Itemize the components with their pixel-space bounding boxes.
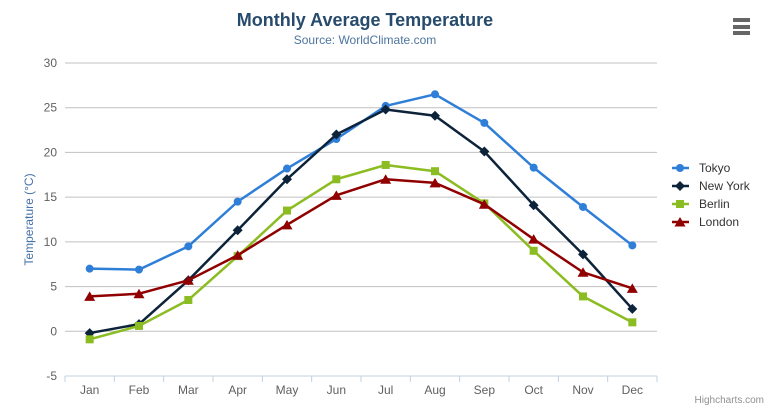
x-tick-label: Jun (327, 383, 346, 397)
series-tokyo-marker (431, 90, 439, 99)
legend-item-label: Berlin (699, 197, 730, 211)
y-tick-label: 15 (44, 190, 58, 204)
legend-item-label: London (699, 215, 740, 229)
hamburger-menu-icon (733, 18, 750, 22)
series-london-marker (281, 219, 293, 230)
credits-link[interactable]: Highcharts.com (694, 395, 764, 406)
series-berlin-marker (85, 335, 94, 344)
series-tokyo-line (88, 93, 634, 271)
x-tick-label: Feb (129, 383, 150, 397)
legend-item-new-york[interactable]: New York (672, 179, 750, 193)
legend-marker-icon (672, 217, 689, 227)
hamburger-menu-icon (733, 31, 750, 35)
triangle-up-marker-icon (674, 217, 686, 227)
series-london-marker (478, 199, 490, 209)
x-tick-label: Oct (524, 383, 543, 397)
series-london-marker (380, 174, 392, 184)
series-berlin-marker (332, 175, 341, 184)
series-london-marker (232, 250, 244, 260)
circle-marker-icon (676, 164, 684, 172)
x-tick-label: Sep (474, 383, 496, 397)
series-tokyo-marker (480, 118, 489, 127)
legend: Tokyo New York Berlin London (672, 161, 750, 229)
series-london-marker (626, 283, 638, 293)
series-london-marker (528, 234, 540, 244)
series-london-marker (84, 291, 96, 301)
series-berlin-marker (529, 246, 538, 255)
y-axis-title: Temperature (°C) (22, 173, 36, 266)
series-new-york-marker (528, 200, 539, 211)
series-london-marker (182, 275, 194, 285)
x-tick-label: Dec (622, 383, 643, 397)
chart-context-menu-button[interactable] (730, 15, 754, 38)
series-new-york-marker (627, 303, 638, 314)
x-tick-label: Mar (178, 383, 199, 397)
series-new-york-marker (430, 110, 440, 121)
series-new-york-line (88, 108, 634, 335)
x-tick-label: Jul (378, 383, 393, 397)
series-tokyo-marker (233, 197, 242, 206)
x-tick-label: Apr (228, 383, 247, 397)
y-tick-label: 30 (44, 56, 58, 70)
series-tokyo-marker (135, 265, 143, 274)
series-new-york-marker (479, 146, 490, 157)
series-tokyo-marker (85, 264, 94, 273)
hamburger-menu-icon (733, 24, 750, 29)
series-berlin-line (88, 163, 634, 341)
x-tick-label: Nov (572, 383, 593, 397)
series-tokyo-marker (529, 163, 538, 172)
series-tokyo-marker (184, 242, 193, 251)
legend-item-berlin[interactable]: Berlin (672, 197, 750, 211)
legend-item-label: Tokyo (699, 161, 731, 175)
series-london-marker (429, 177, 441, 188)
legend-item-london[interactable]: London (672, 215, 750, 229)
series-tokyo-marker (283, 164, 291, 173)
series-berlin-marker (135, 321, 143, 330)
y-tick-label: 10 (44, 235, 58, 249)
square-marker-icon (676, 200, 684, 208)
y-tick-label: -5 (46, 369, 57, 383)
series-tokyo-marker (628, 241, 637, 250)
diamond-marker-icon (675, 181, 685, 191)
x-tick-label: Aug (424, 383, 445, 397)
series-new-york-marker (331, 129, 342, 140)
legend-item-tokyo[interactable]: Tokyo (672, 161, 750, 175)
series-london-marker (133, 288, 145, 299)
series-berlin-marker (283, 206, 291, 215)
legend-marker-icon (672, 181, 689, 191)
series-tokyo-marker (579, 202, 587, 211)
series-berlin-marker (628, 318, 637, 327)
y-tick-label: 5 (50, 280, 57, 294)
y-tick-label: 25 (44, 101, 58, 115)
legend-item-label: New York (699, 179, 750, 193)
x-tick-label: May (276, 383, 299, 397)
series-new-york-marker (232, 225, 243, 236)
series-berlin-marker (579, 292, 587, 301)
series-london-marker (330, 190, 342, 200)
series-berlin-marker (431, 167, 439, 176)
series-london-line (88, 178, 634, 298)
series-new-york-marker (380, 104, 391, 115)
chart-subtitle: Source: WorldClimate.com (293, 33, 437, 47)
series-new-york-marker (578, 249, 588, 260)
x-tick-label: Jan (80, 383, 99, 397)
series-london-marker (577, 267, 589, 277)
y-tick-label: 20 (44, 145, 58, 159)
series-new-york-marker (282, 174, 292, 185)
legend-marker-icon (672, 164, 689, 172)
y-tick-label: 0 (50, 324, 57, 338)
legend-marker-icon (672, 200, 689, 208)
series-berlin-marker (184, 295, 193, 304)
series-berlin-marker (381, 160, 390, 169)
chart-title: Monthly Average Temperature (236, 10, 494, 30)
